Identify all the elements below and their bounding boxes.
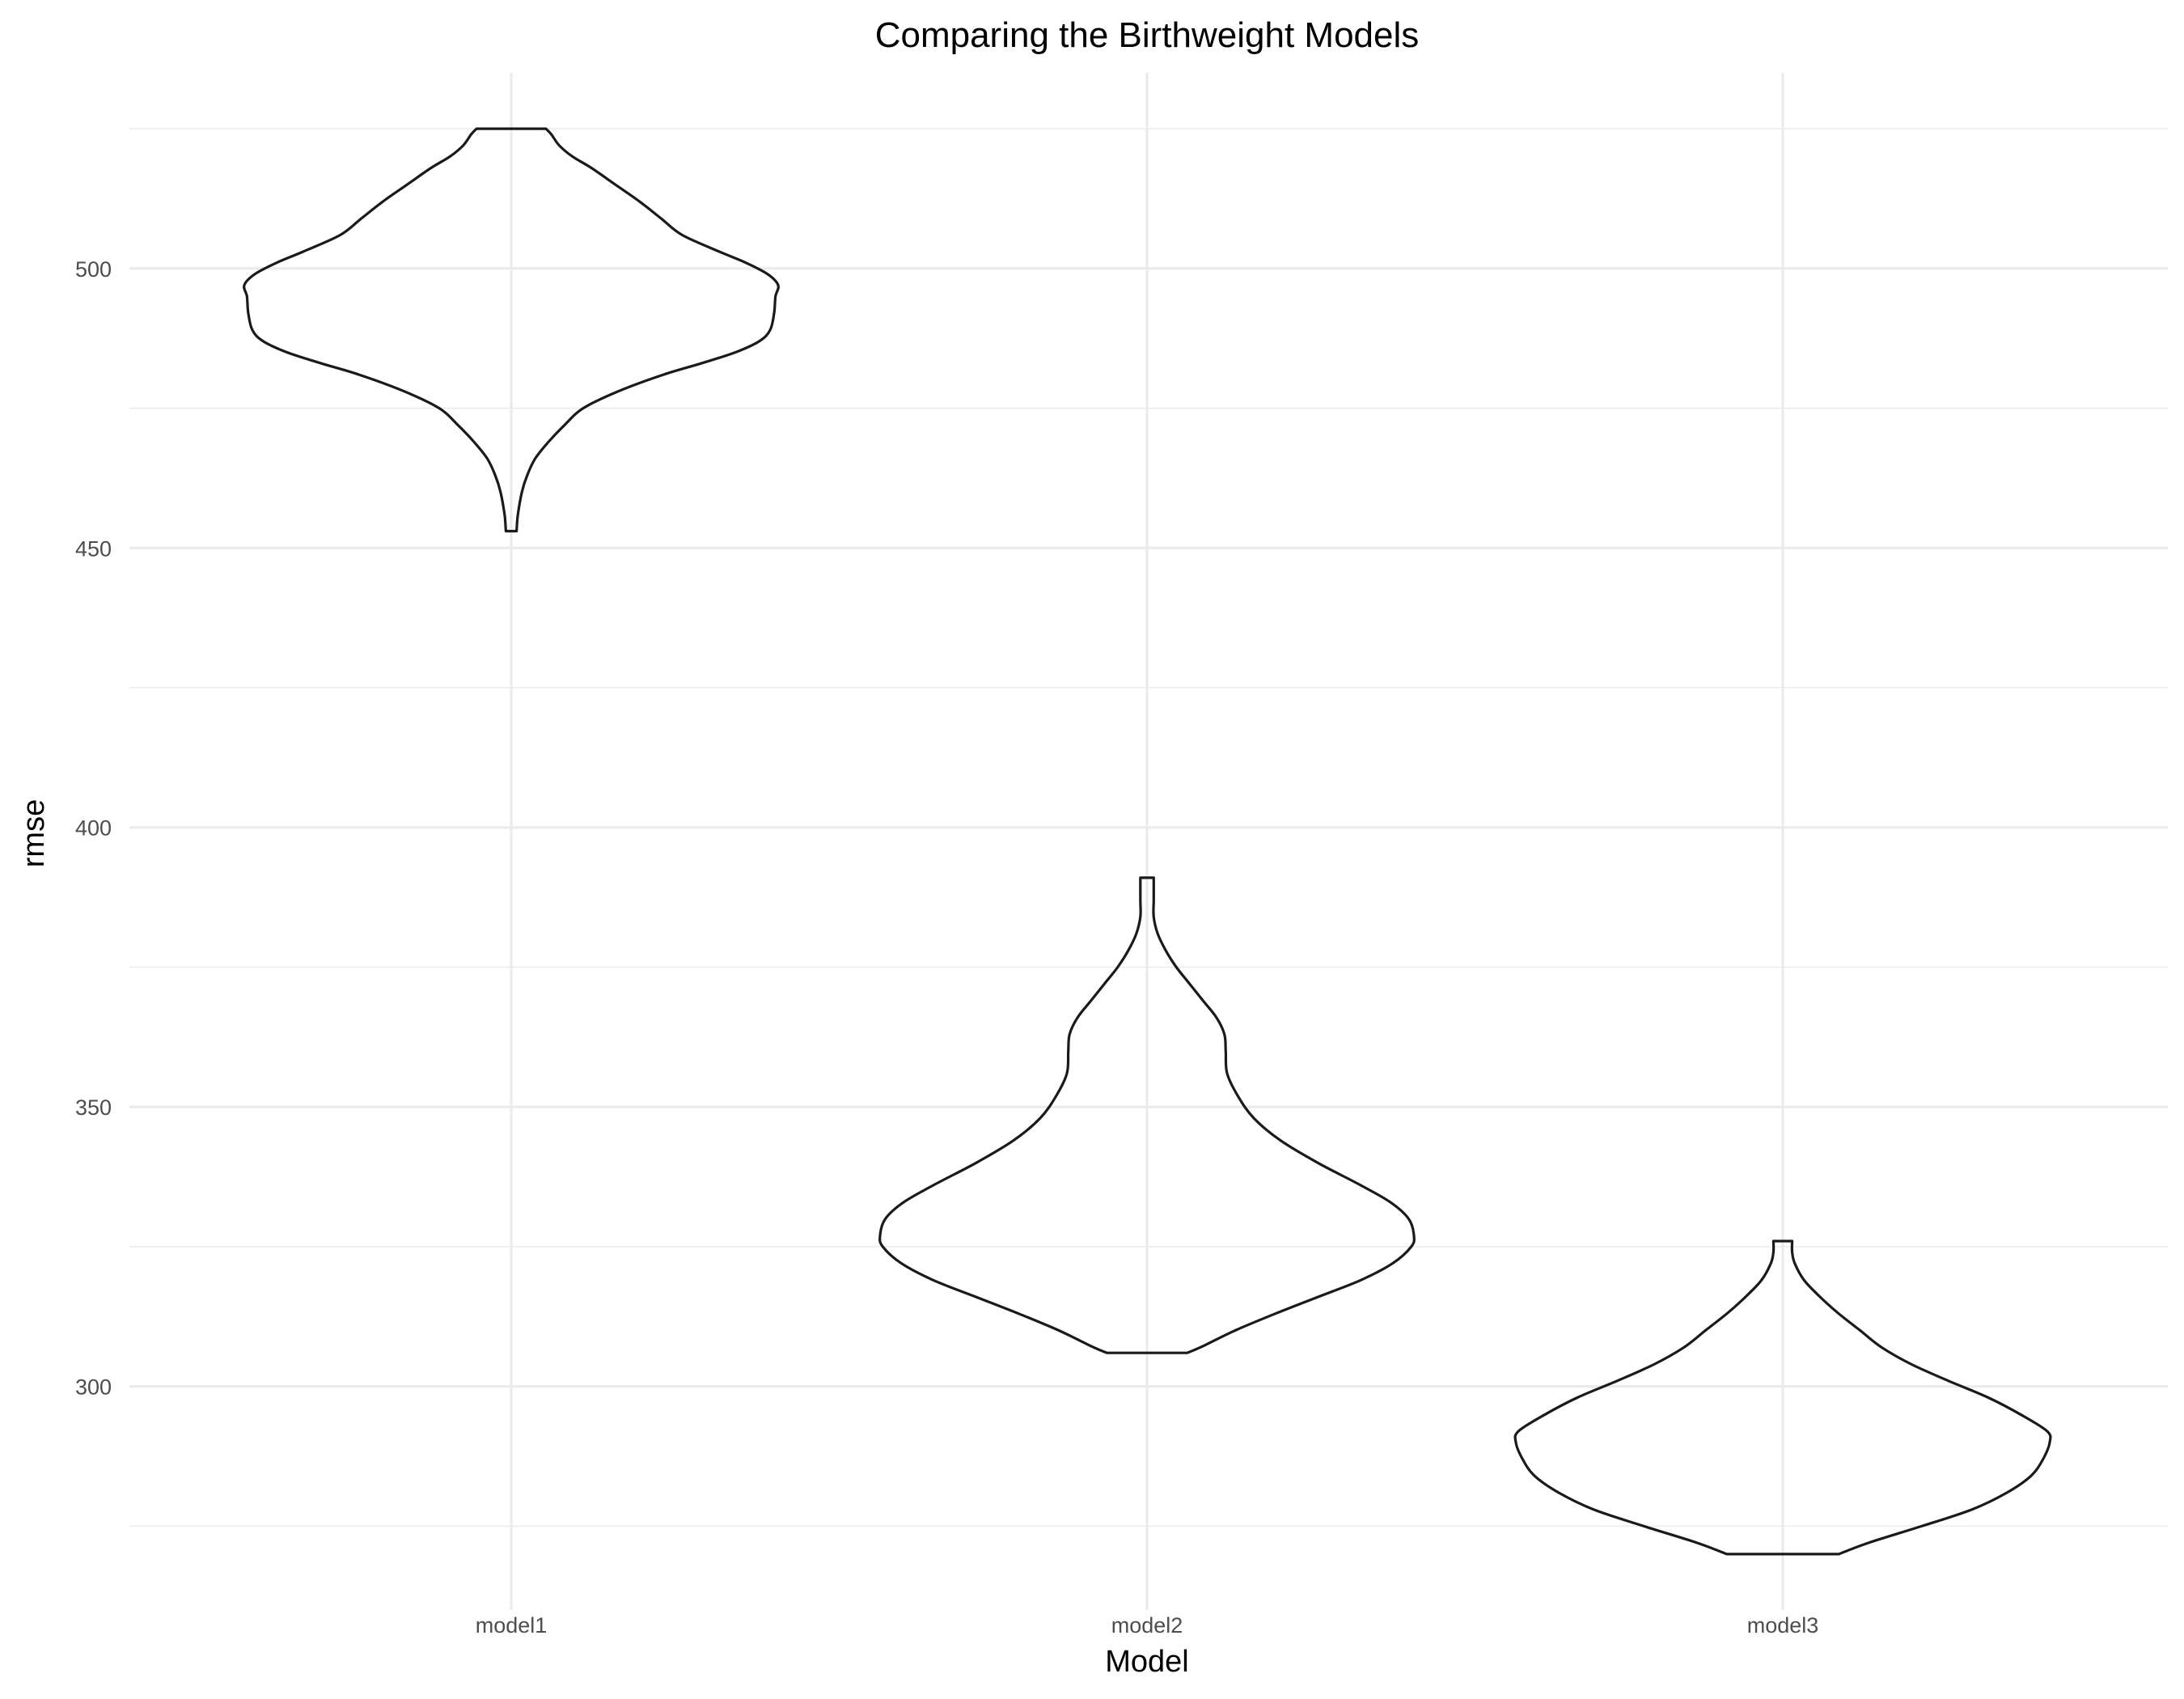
x-tick-label-model1: model1 <box>476 1613 548 1638</box>
y-tick-label: 500 <box>75 257 112 282</box>
x-tick-label-model3: model3 <box>1747 1613 1819 1638</box>
violins <box>243 127 2052 1556</box>
x-tick-label-model2: model2 <box>1111 1613 1183 1638</box>
x-axis-title: Model <box>1105 1645 1189 1679</box>
y-tick-label: 350 <box>75 1095 112 1120</box>
y-tick-label: 300 <box>75 1375 112 1400</box>
chart-title: Comparing the Birthweight Models <box>875 15 1420 55</box>
violin-model2 <box>878 876 1416 1354</box>
y-tick-label: 400 <box>75 816 112 841</box>
x-tick-labels: model1 model2 model3 <box>476 1613 1819 1638</box>
y-axis-title: rmse <box>17 799 51 867</box>
grid <box>129 73 2168 1610</box>
violin-model1 <box>243 127 780 533</box>
violin-model3 <box>1513 1239 2052 1556</box>
y-tick-label: 450 <box>75 536 112 561</box>
y-tick-labels: 300 350 400 450 500 <box>75 257 112 1400</box>
